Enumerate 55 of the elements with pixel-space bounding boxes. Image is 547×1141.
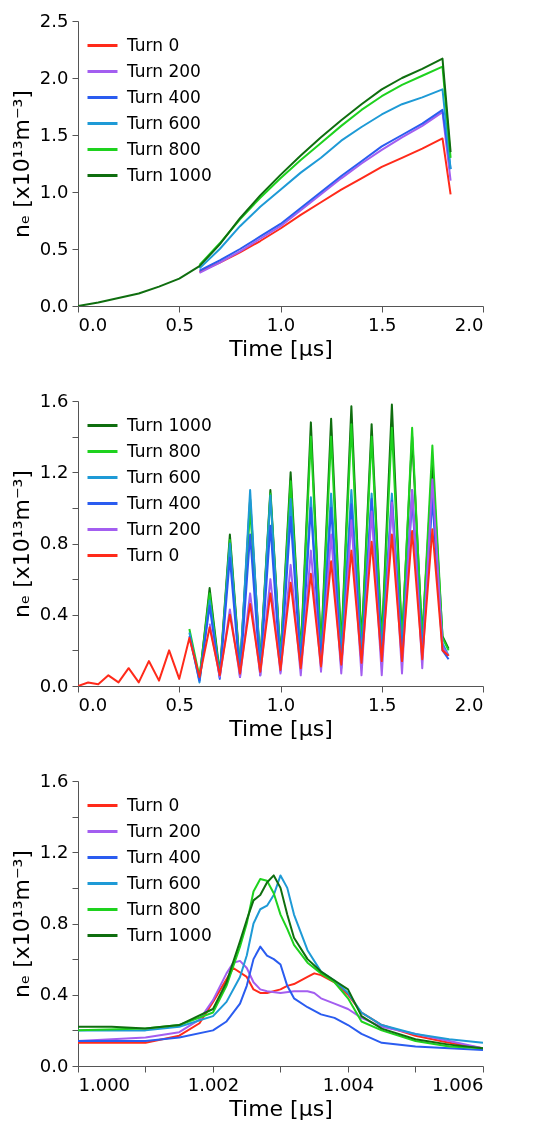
y-tick-label: 0.4 bbox=[39, 983, 69, 1005]
x-tick-label: 0.0 bbox=[78, 693, 108, 715]
y-tick-label: 1.0 bbox=[39, 180, 69, 202]
x-tick-label: 1.000 bbox=[78, 1073, 131, 1095]
y-tick-label: 0.8 bbox=[39, 532, 69, 553]
y-tick-label: 0.0 bbox=[39, 294, 69, 316]
y-tick-label: 0.4 bbox=[39, 603, 69, 625]
legend-label: Turn 0 bbox=[126, 794, 180, 815]
y-tick-label: 0.0 bbox=[39, 1054, 69, 1076]
x-tick-label: 2.0 bbox=[454, 693, 484, 715]
legend-label: Turn 400 bbox=[126, 86, 201, 107]
legend-label: Turn 1000 bbox=[126, 924, 212, 945]
x-tick-label: 0.5 bbox=[165, 313, 195, 335]
x-tick-label: 1.5 bbox=[367, 313, 397, 335]
legend-label: Turn 200 bbox=[126, 518, 201, 539]
legend-label: Turn 1000 bbox=[126, 164, 212, 185]
x-tick-label: 1.002 bbox=[187, 1073, 240, 1095]
legend-label: Turn 800 bbox=[126, 440, 201, 461]
y-tick-label: 1.6 bbox=[39, 769, 69, 791]
x-tick-label: 1.006 bbox=[431, 1073, 484, 1095]
y-tick-label: 0.8 bbox=[39, 912, 69, 933]
x-axis-title: Time [µs] bbox=[228, 715, 333, 741]
y-tick-label: 2.5 bbox=[39, 9, 69, 31]
x-tick-label: 1.004 bbox=[322, 1073, 375, 1095]
legend-label: Turn 400 bbox=[126, 846, 201, 867]
x-axis-title: Time [µs] bbox=[228, 1095, 333, 1121]
legend-label: Turn 0 bbox=[126, 34, 180, 55]
x-tick-label: 0.0 bbox=[78, 313, 108, 335]
y-axis-title: nₑ [x10¹³m⁻³] bbox=[8, 90, 34, 238]
legend-label: Turn 1000 bbox=[126, 414, 212, 435]
y-tick-label: 1.2 bbox=[39, 840, 69, 862]
y-tick-label: 1.5 bbox=[39, 123, 69, 145]
x-tick-label: 2.0 bbox=[454, 313, 484, 335]
y-tick-label: 2.0 bbox=[39, 66, 69, 88]
y-tick-label: 1.2 bbox=[39, 460, 69, 482]
y-axis-title: nₑ [x10¹³m⁻³] bbox=[8, 470, 34, 618]
legend-label: Turn 600 bbox=[126, 466, 201, 487]
legend-label: Turn 600 bbox=[126, 112, 201, 133]
y-axis-title: nₑ [x10¹³m⁻³] bbox=[8, 850, 34, 998]
legend-label: Turn 400 bbox=[126, 492, 201, 513]
y-tick-label: 1.6 bbox=[39, 389, 69, 411]
line-series bbox=[78, 57, 452, 306]
x-axis-title: Time [µs] bbox=[228, 335, 333, 361]
x-tick-label: 1.0 bbox=[266, 313, 296, 335]
x-tick-label: 0.5 bbox=[165, 693, 195, 715]
x-tick-label: 1.0 bbox=[266, 693, 296, 715]
legend-label: Turn 200 bbox=[126, 820, 201, 841]
legend-label: Turn 0 bbox=[126, 544, 180, 565]
y-tick-label: 0.5 bbox=[39, 237, 69, 259]
legend-label: Turn 600 bbox=[126, 872, 201, 893]
y-tick-label: 0.0 bbox=[39, 674, 69, 696]
legend-label: Turn 800 bbox=[126, 898, 201, 919]
x-tick-label: 1.5 bbox=[367, 693, 397, 715]
legend-label: Turn 800 bbox=[126, 138, 201, 159]
legend-label: Turn 200 bbox=[126, 60, 201, 81]
